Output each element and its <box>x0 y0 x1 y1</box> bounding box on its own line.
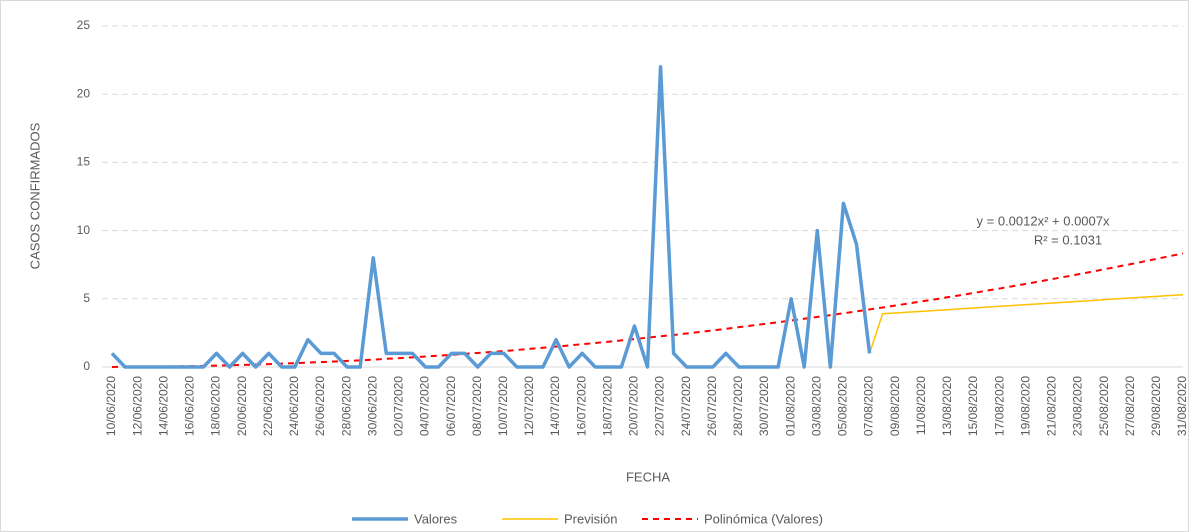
x-tick-label: 01/08/2020 <box>783 376 797 436</box>
x-tick-label: 20/07/2020 <box>627 376 641 436</box>
x-tick-label: 19/08/2020 <box>1018 376 1032 436</box>
x-tick-label: 28/06/2020 <box>339 376 353 436</box>
x-tick-label: 18/07/2020 <box>600 376 614 436</box>
x-tick-label: 17/08/2020 <box>992 376 1006 436</box>
legend-label: Polinómica (Valores) <box>704 511 823 526</box>
x-tick-label: 02/07/2020 <box>392 376 406 436</box>
y-tick-label: 20 <box>77 86 91 100</box>
x-tick-label: 21/08/2020 <box>1045 376 1059 436</box>
x-tick-label: 18/06/2020 <box>209 376 223 436</box>
y-tick-label: 0 <box>83 359 90 373</box>
x-tick-label: 31/08/2020 <box>1175 376 1189 436</box>
x-tick-label: 25/08/2020 <box>1097 376 1111 436</box>
y-axis-label: CASOS CONFIRMADOS <box>27 122 42 269</box>
legend-label: Previsión <box>564 511 617 526</box>
x-tick-label: 20/06/2020 <box>235 376 249 436</box>
x-tick-label: 05/08/2020 <box>836 376 850 436</box>
x-tick-label: 07/08/2020 <box>862 376 876 436</box>
trend-r2: R² = 0.1031 <box>1034 232 1102 247</box>
x-tick-label: 12/06/2020 <box>130 376 144 436</box>
x-tick-label: 14/06/2020 <box>156 376 170 436</box>
x-tick-label: 10/07/2020 <box>496 376 510 436</box>
x-tick-label: 08/07/2020 <box>470 376 484 436</box>
series-line <box>110 65 872 369</box>
x-tick-label: 13/08/2020 <box>940 376 954 436</box>
x-tick-label: 29/08/2020 <box>1149 376 1163 436</box>
trend-equation: y = 0.0012x² + 0.0007x <box>977 213 1110 228</box>
x-tick-label: 23/08/2020 <box>1071 376 1085 436</box>
x-tick-label: 16/07/2020 <box>574 376 588 436</box>
x-tick-label: 24/07/2020 <box>679 376 693 436</box>
x-tick-label: 30/07/2020 <box>757 376 771 436</box>
x-tick-label: 16/06/2020 <box>183 376 197 436</box>
x-tick-label: 04/07/2020 <box>418 376 432 436</box>
y-tick-label: 10 <box>77 223 91 237</box>
x-tick-label: 06/07/2020 <box>444 376 458 436</box>
x-tick-label: 26/06/2020 <box>313 376 327 436</box>
y-tick-label: 15 <box>77 155 91 169</box>
series-line <box>868 293 1184 354</box>
x-tick-label: 30/06/2020 <box>365 376 379 436</box>
x-tick-label: 15/08/2020 <box>966 376 980 436</box>
x-tick-label: 27/08/2020 <box>1123 376 1137 436</box>
x-tick-label: 11/08/2020 <box>914 376 928 435</box>
y-tick-label: 25 <box>77 18 91 32</box>
x-tick-label: 24/06/2020 <box>287 376 301 436</box>
x-tick-label: 22/07/2020 <box>653 376 667 436</box>
y-tick-label: 5 <box>83 291 90 305</box>
x-tick-label: 09/08/2020 <box>888 376 902 436</box>
x-tick-label: 12/07/2020 <box>522 376 536 436</box>
x-tick-label: 03/08/2020 <box>809 376 823 436</box>
legend-label: Valores <box>414 511 458 526</box>
x-tick-label: 22/06/2020 <box>261 376 275 436</box>
x-tick-label: 28/07/2020 <box>731 376 745 436</box>
x-tick-label: 26/07/2020 <box>705 376 719 436</box>
x-tick-label: 14/07/2020 <box>548 376 562 436</box>
x-tick-label: 10/06/2020 <box>104 376 118 436</box>
series-line <box>111 252 1184 368</box>
x-axis-label: FECHA <box>626 469 670 484</box>
